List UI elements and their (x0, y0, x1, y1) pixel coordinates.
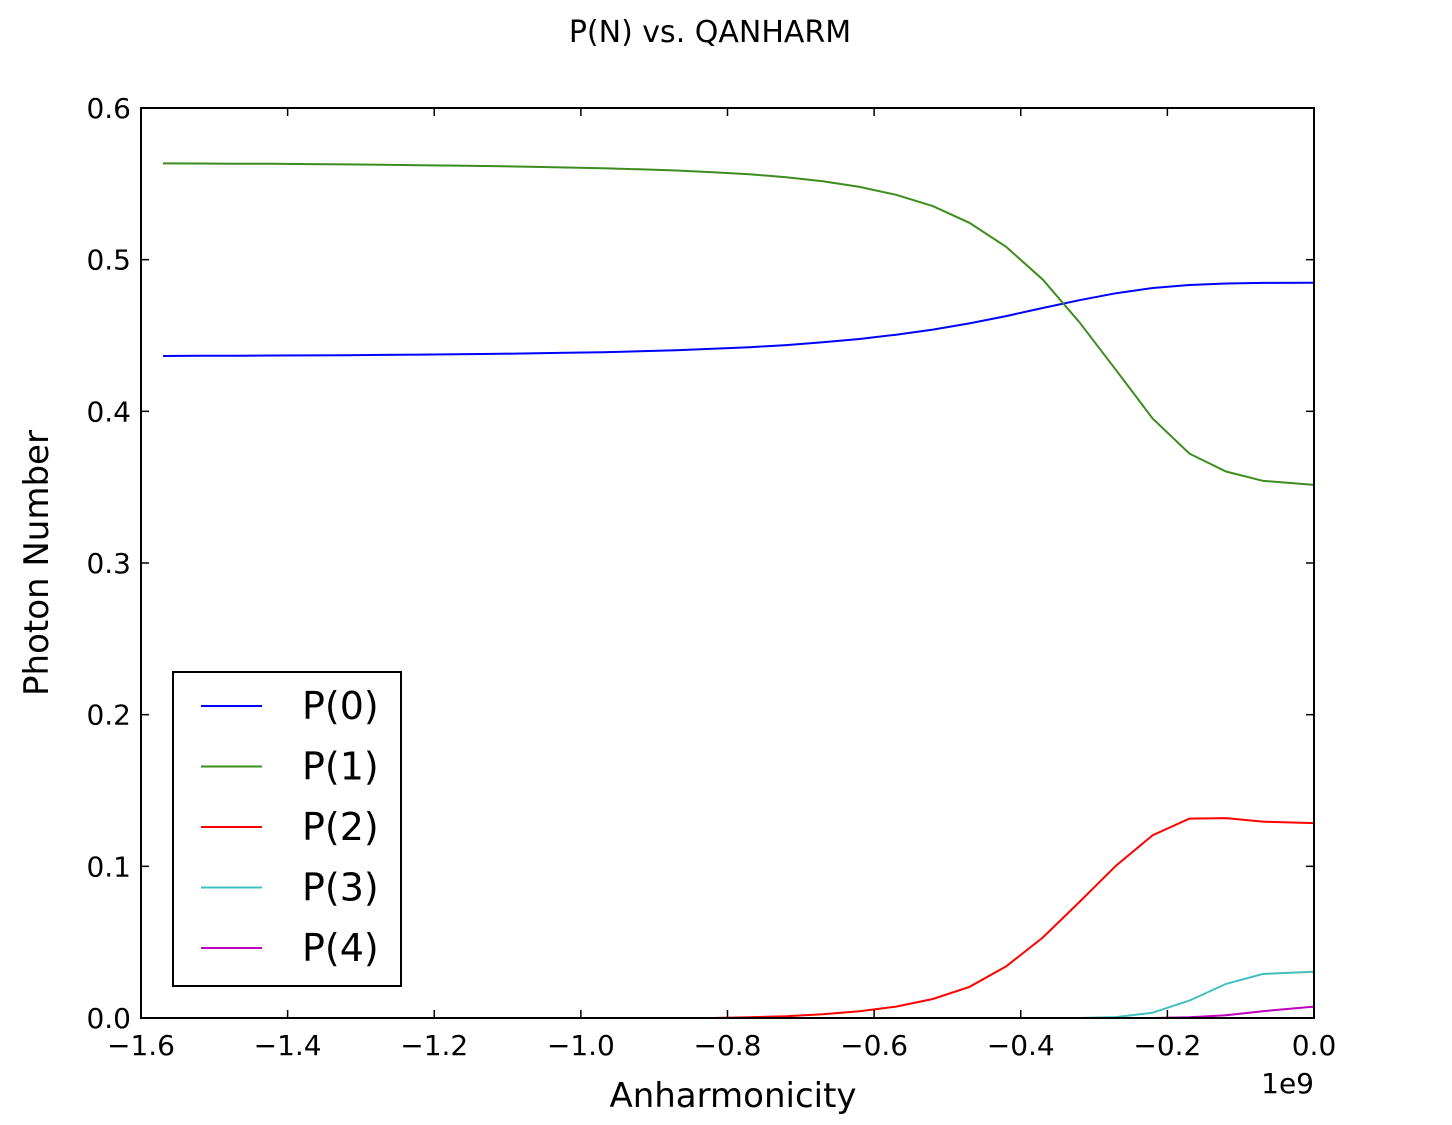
x-tick-label: −1.4 (254, 1029, 322, 1062)
legend: P(0) P(1) P(2) P(3) P(4) (172, 671, 402, 987)
legend-label-p4: P(4) (302, 926, 379, 970)
y-tick-label: 0.3 (86, 547, 131, 580)
x-tick-label: −1.2 (400, 1029, 468, 1062)
y-tick-label: 0.6 (86, 92, 131, 125)
legend-label-p2: P(2) (302, 805, 379, 849)
x-tick-label: 0.0 (1292, 1029, 1337, 1062)
x-tick-label: −1.0 (547, 1029, 615, 1062)
x-tick-label: −0.8 (694, 1029, 762, 1062)
series-line-p1 (162, 162, 1315, 486)
x-tick-label: −0.6 (840, 1029, 908, 1062)
x-tick-label: −0.4 (987, 1029, 1055, 1062)
legend-label-p3: P(3) (302, 866, 379, 910)
y-tick-label: 0.1 (86, 850, 131, 883)
legend-label-p0: P(0) (302, 684, 379, 728)
x-tick-label: −0.2 (1133, 1029, 1201, 1062)
chart-title: P(N) vs. QANHARM (569, 15, 851, 50)
y-tick-label: 0.0 (86, 1002, 131, 1035)
y-axis: 0.0 0.1 0.2 0.3 0.4 0.5 0.6 (86, 92, 1314, 1035)
legend-box (172, 671, 402, 987)
y-axis-label: Photon Number (17, 430, 57, 696)
y-tick-label: 0.5 (86, 244, 131, 277)
x-axis: −1.6 −1.4 −1.2 −1.0 −0.8 −0.6 −0.4 −0.2 0.0 (107, 108, 1336, 1062)
x-tick-label: −1.6 (107, 1029, 175, 1062)
legend-label-p1: P(1) (302, 745, 379, 789)
series-line-p4 (163, 1005, 1315, 1019)
x-axis-offset-label: 1e9 (1261, 1067, 1314, 1100)
y-tick-label: 0.4 (86, 395, 131, 428)
series-line-p0 (162, 281, 1315, 357)
x-axis-label: Anharmonicity (609, 1076, 856, 1116)
y-tick-label: 0.2 (86, 699, 131, 732)
